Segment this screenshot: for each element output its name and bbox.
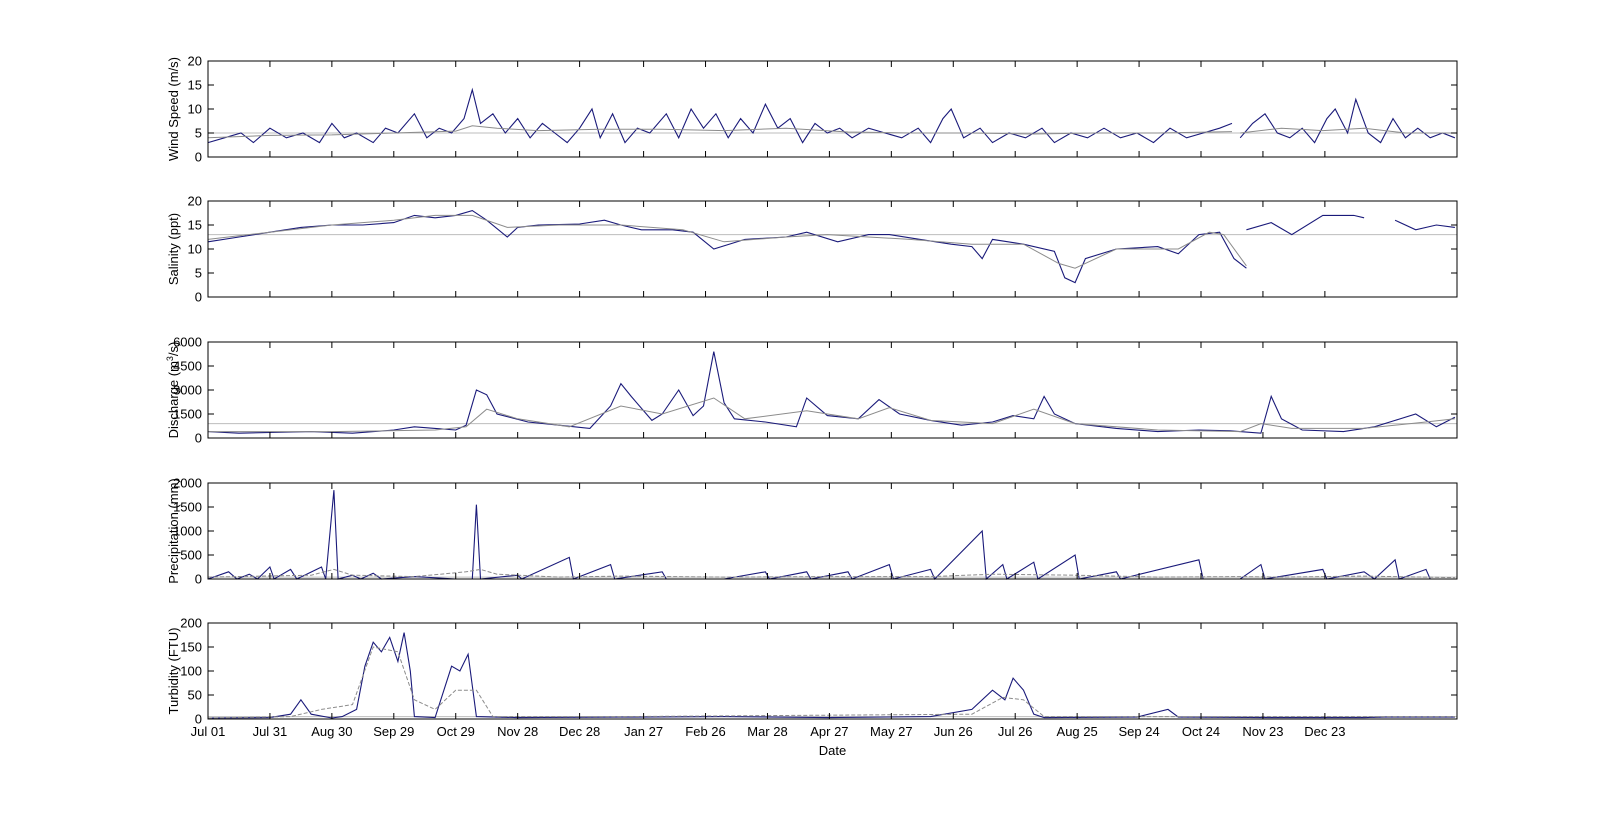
y-tick-label: 1000 (173, 524, 202, 539)
y-tick-label: 5 (195, 126, 202, 141)
x-tick-label: Jul 26 (998, 724, 1033, 739)
y-tick-label: 10 (188, 102, 202, 117)
plot-frame (207, 60, 1458, 158)
series-raw-line (207, 490, 1455, 581)
y-tick-label: 0 (195, 290, 202, 305)
x-tick-label: Dec 23 (1304, 724, 1345, 739)
y-tick-label: 500 (180, 548, 202, 563)
x-tick-label: May 27 (870, 724, 913, 739)
x-axis: Jul 01 Jul 31 Aug 30 Sep 29 Oct 29 Nov 28 Dec … (191, 724, 1346, 758)
y-tick-label: 100 (180, 664, 202, 679)
y-tick-label: 20 (188, 54, 202, 69)
y-tick-label: 15 (188, 218, 202, 233)
x-tick-label: Aug 30 (311, 724, 352, 739)
x-tick-label: Sep 24 (1118, 724, 1159, 739)
series-raw-line (207, 351, 1456, 434)
x-tick-label: Oct 29 (437, 724, 475, 739)
series-smooth-line (207, 568, 1455, 579)
x-axis-label: Date (819, 743, 846, 758)
y-tick-label: 1500 (173, 500, 202, 515)
y-tick-label: 150 (180, 640, 202, 655)
series-raw-line (207, 210, 1247, 284)
plot-frame (207, 482, 1458, 580)
series-smooth-line (208, 397, 1455, 433)
series-raw-line (207, 87, 1233, 144)
y-tick-label: 0 (195, 572, 202, 587)
y-axis-label: Wind Speed (m/s) (166, 57, 181, 161)
x-tick-label: Jun 26 (934, 724, 973, 739)
y-tick-label: 6000 (173, 335, 202, 350)
series-smooth-line (207, 214, 1247, 269)
y-tick-label: 20 (188, 194, 202, 209)
x-tick-label: Jan 27 (624, 724, 663, 739)
series-smooth-line (1240, 127, 1455, 134)
y-tick-label: 3000 (173, 383, 202, 398)
x-tick-label: Jul 31 (253, 724, 288, 739)
panel-wind: 0 5 10 15 20 Wind Speed (m/s) (166, 54, 1458, 165)
series-raw-line (1239, 97, 1456, 144)
x-tick-label: Oct 24 (1182, 724, 1220, 739)
x-tick-label: Aug 25 (1057, 724, 1098, 739)
x-tick-label: Apr 27 (810, 724, 848, 739)
y-tick-label: 0 (195, 712, 202, 727)
series-raw-line (1246, 214, 1365, 236)
y-tick-label: 0 (195, 431, 202, 446)
y-tick-label: 0 (195, 150, 202, 165)
y-axis-label: Salinity (ppt) (166, 213, 181, 285)
x-tick-label: Jul 01 (191, 724, 226, 739)
y-tick-label: 10 (188, 242, 202, 257)
y-axis-label: Turbidity (FTU) (166, 628, 181, 715)
y-tick-label: 15 (188, 78, 202, 93)
x-tick-label: Nov 23 (1242, 724, 1283, 739)
x-tick-label: Feb 26 (685, 724, 725, 739)
series-raw-line (207, 632, 1455, 719)
series-smooth-line (207, 125, 1233, 139)
y-tick-label: 4500 (173, 359, 202, 374)
plot-frame (207, 622, 1458, 720)
plot-frame (207, 200, 1458, 298)
y-axis-label: Discharge (m3/s) (165, 342, 181, 439)
y-tick-label: 200 (180, 616, 202, 631)
y-axis-label: Precipitation (mm) (166, 478, 181, 583)
x-tick-label: Sep 29 (373, 724, 414, 739)
series-smooth-line (207, 646, 1455, 719)
y-tick-label: 1500 (173, 407, 202, 422)
x-tick-label: Dec 28 (559, 724, 600, 739)
x-tick-label: Mar 28 (747, 724, 787, 739)
series-raw-line (1394, 219, 1455, 231)
x-tick-label: Nov 28 (497, 724, 538, 739)
y-tick-label: 2000 (173, 476, 202, 491)
panel-salinity: 0 5 10 15 20 Salinity (ppt) (166, 194, 1458, 305)
y-tick-label: 50 (188, 688, 202, 703)
y-tick-label: 5 (195, 266, 202, 281)
